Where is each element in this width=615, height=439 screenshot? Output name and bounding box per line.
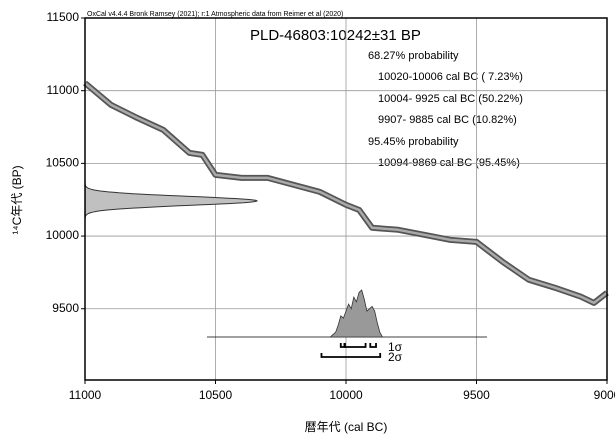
chart-title: PLD-46803:10242±31 BP [250, 27, 421, 44]
x-tick-label: 10000 [329, 388, 363, 402]
x-axis-label: 暦年代 (cal BC) [305, 420, 388, 434]
x-tick-label: 9000 [594, 388, 615, 402]
plot-frame [84, 17, 608, 381]
range-bracket [344, 343, 367, 348]
y-tick-label: 10500 [46, 156, 80, 170]
annotation: 10094-9869 cal BC (95.45%) [378, 157, 520, 169]
range-label: 1σ [388, 340, 403, 354]
header: OxCal v4.4.4 Bronk Ramsey (2021); r:1 At… [87, 11, 343, 18]
y-tick-label: 11500 [47, 10, 80, 24]
y-axis-label: ¹⁴C年代 (BP) [10, 165, 24, 234]
range-label: 2σ [388, 350, 403, 364]
range-bracket [339, 343, 346, 348]
measurement-distribution [84, 182, 259, 219]
y-tick-label: 9500 [52, 301, 79, 315]
y-tick-label: 11000 [47, 83, 80, 97]
calibration-curve-inner [84, 82, 608, 305]
annotation: 10020-10006 cal BC ( 7.23%) [378, 71, 523, 83]
annotation: 10004- 9925 cal BC (50.22%) [378, 93, 523, 105]
annotation: 95.45% probability [368, 136, 459, 148]
posterior-distribution [329, 289, 384, 338]
x-tick-label: 11000 [69, 388, 102, 402]
range-bracket [369, 343, 377, 348]
range-bracket [320, 353, 382, 358]
annotation: 68.27% probability [368, 50, 459, 62]
y-tick-label: 10000 [46, 228, 80, 242]
x-tick-label: 10500 [199, 388, 233, 402]
annotation: 9907- 9885 cal BC (10.82%) [378, 114, 517, 126]
x-tick-label: 9500 [463, 388, 490, 402]
